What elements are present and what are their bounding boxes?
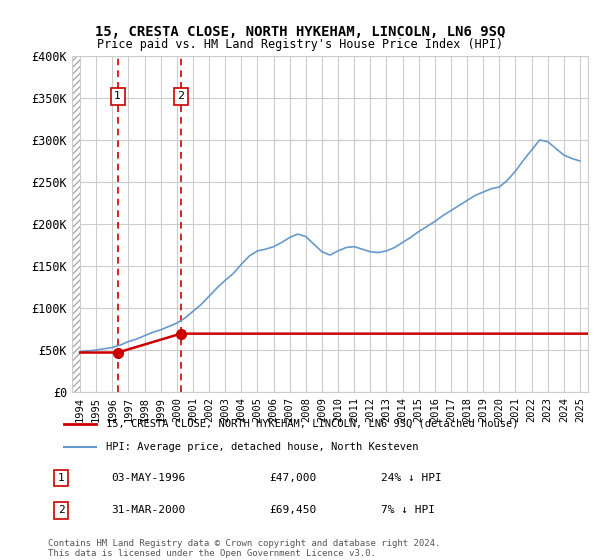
- Text: 31-MAR-2000: 31-MAR-2000: [112, 505, 185, 515]
- HPI: Average price, detached house, North Kesteven: (2.02e+03, 1.97e+05): Average price, detached house, North Kes…: [423, 223, 430, 230]
- Line: 15, CRESTA CLOSE, NORTH HYKEHAM, LINCOLN, LN6 9SQ (detached house): 15, CRESTA CLOSE, NORTH HYKEHAM, LINCOLN…: [80, 334, 588, 353]
- Text: 2: 2: [177, 91, 184, 101]
- HPI: Average price, detached house, North Kesteven: (2.02e+03, 2.75e+05): Average price, detached house, North Kes…: [577, 158, 584, 165]
- Text: 15, CRESTA CLOSE, NORTH HYKEHAM, LINCOLN, LN6 9SQ: 15, CRESTA CLOSE, NORTH HYKEHAM, LINCOLN…: [95, 25, 505, 39]
- Text: £69,450: £69,450: [270, 505, 317, 515]
- Text: 24% ↓ HPI: 24% ↓ HPI: [380, 473, 442, 483]
- Bar: [72, 56, 80, 392]
- HPI: Average price, detached house, North Kesteven: (2.02e+03, 3e+05): Average price, detached house, North Kes…: [536, 137, 543, 143]
- 15, CRESTA CLOSE, NORTH HYKEHAM, LINCOLN, LN6 9SQ (detached house): [114, 349, 121, 356]
- Text: 1: 1: [114, 91, 121, 101]
- Line: HPI: Average price, detached house, North Kesteven: HPI: Average price, detached house, Nort…: [80, 140, 580, 352]
- HPI: Average price, detached house, North Kesteven: (2.01e+03, 1.63e+05): Average price, detached house, North Kes…: [326, 252, 334, 259]
- HPI: Average price, detached house, North Kesteven: (2.01e+03, 1.76e+05): Average price, detached house, North Kes…: [310, 241, 317, 248]
- Text: Contains HM Land Registry data © Crown copyright and database right 2024.
This d: Contains HM Land Registry data © Crown c…: [48, 539, 440, 558]
- Text: £47,000: £47,000: [270, 473, 317, 483]
- HPI: Average price, detached house, North Kesteven: (2e+03, 1.41e+05): Average price, detached house, North Kes…: [230, 270, 237, 277]
- Bar: [72, 56, 80, 392]
- 15, CRESTA CLOSE, NORTH HYKEHAM, LINCOLN, LN6 9SQ (detached house): [177, 330, 184, 337]
- 15, CRESTA CLOSE, NORTH HYKEHAM, LINCOLN, LN6 9SQ (detached house): [76, 349, 83, 356]
- Text: Price paid vs. HM Land Registry's House Price Index (HPI): Price paid vs. HM Land Registry's House …: [97, 38, 503, 51]
- 15, CRESTA CLOSE, NORTH HYKEHAM, LINCOLN, LN6 9SQ (detached house): [584, 330, 592, 337]
- Text: 03-MAY-1996: 03-MAY-1996: [112, 473, 185, 483]
- Text: HPI: Average price, detached house, North Kesteven: HPI: Average price, detached house, Nort…: [106, 442, 419, 452]
- Text: 15, CRESTA CLOSE, NORTH HYKEHAM, LINCOLN, LN6 9SQ (detached house): 15, CRESTA CLOSE, NORTH HYKEHAM, LINCOLN…: [106, 419, 518, 429]
- HPI: Average price, detached house, North Kesteven: (2e+03, 1.24e+05): Average price, detached house, North Kes…: [214, 284, 221, 291]
- HPI: Average price, detached house, North Kesteven: (1.99e+03, 4.8e+04): Average price, detached house, North Kes…: [76, 348, 83, 355]
- Text: 2: 2: [58, 505, 65, 515]
- HPI: Average price, detached house, North Kesteven: (2.02e+03, 2.78e+05): Average price, detached house, North Kes…: [568, 155, 575, 162]
- Text: 7% ↓ HPI: 7% ↓ HPI: [380, 505, 434, 515]
- Text: 1: 1: [58, 473, 65, 483]
